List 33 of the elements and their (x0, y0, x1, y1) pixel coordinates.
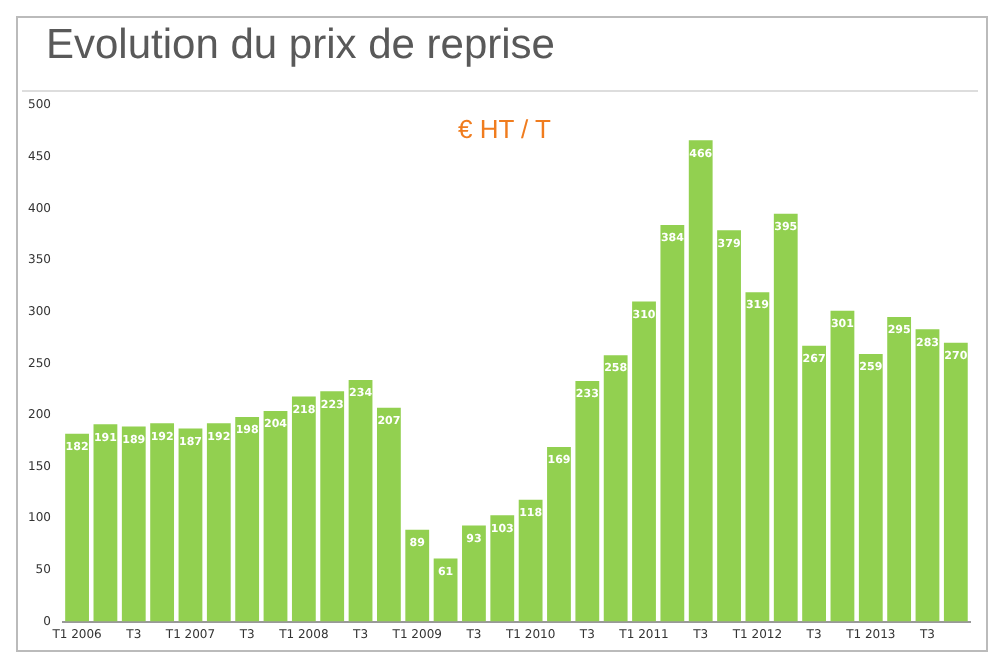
bar (150, 423, 175, 622)
bar (887, 316, 912, 622)
bar (603, 355, 628, 622)
bar (121, 426, 146, 622)
bar (405, 529, 430, 622)
bar (575, 380, 600, 622)
annotation: € HT / T (458, 114, 551, 144)
bar (490, 515, 515, 622)
bar (320, 391, 345, 622)
bar (348, 379, 373, 622)
bar (518, 499, 543, 622)
bar (93, 424, 118, 622)
chart-title: Evolution du prix de reprise (46, 22, 555, 70)
bar (65, 433, 89, 622)
bar (235, 417, 260, 622)
bar (547, 447, 571, 622)
bar (773, 213, 798, 622)
bar (802, 345, 826, 622)
bar (376, 407, 401, 622)
bar (263, 410, 288, 622)
bar (943, 342, 968, 622)
bar (178, 428, 203, 622)
bar (745, 292, 770, 622)
bar (632, 301, 656, 622)
bar (688, 140, 713, 622)
bar (291, 396, 316, 622)
bar (462, 525, 486, 622)
bar (858, 354, 883, 622)
bar (206, 423, 231, 622)
bar (830, 310, 855, 622)
bar (717, 230, 741, 622)
bar (915, 329, 940, 622)
bar (660, 225, 685, 622)
